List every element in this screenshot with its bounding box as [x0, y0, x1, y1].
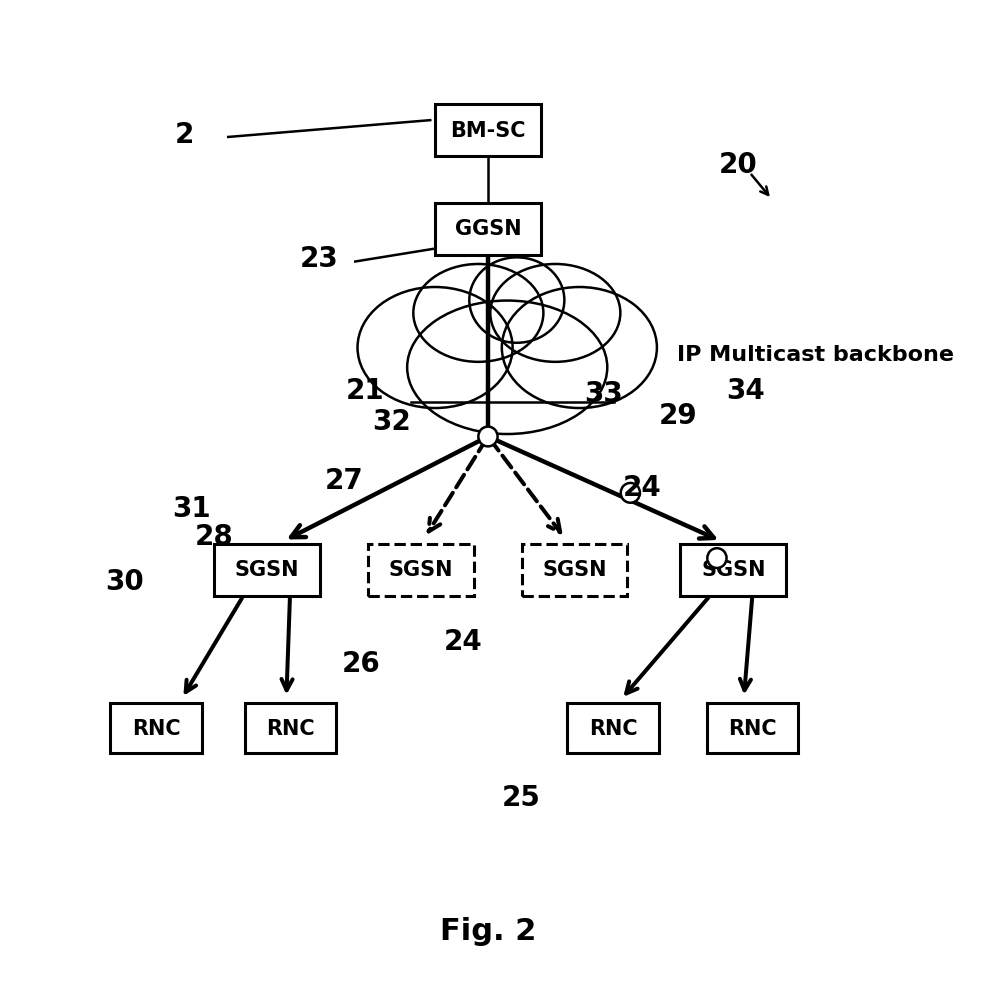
Text: 24: 24 [622, 474, 661, 502]
Text: Fig. 2: Fig. 2 [440, 917, 536, 945]
Circle shape [620, 483, 639, 503]
Text: RNC: RNC [727, 718, 777, 738]
FancyBboxPatch shape [680, 544, 786, 596]
FancyBboxPatch shape [435, 105, 541, 156]
Text: SGSN: SGSN [701, 560, 765, 580]
FancyBboxPatch shape [368, 544, 474, 596]
Text: 20: 20 [718, 151, 757, 179]
FancyBboxPatch shape [521, 544, 627, 596]
Text: 23: 23 [300, 244, 339, 273]
Ellipse shape [469, 258, 564, 343]
FancyBboxPatch shape [707, 703, 798, 753]
Circle shape [478, 427, 497, 447]
Text: 25: 25 [502, 784, 541, 812]
Text: SGSN: SGSN [388, 560, 453, 580]
Text: SGSN: SGSN [542, 560, 606, 580]
Text: 31: 31 [172, 495, 211, 523]
Text: 32: 32 [373, 408, 411, 436]
Text: 26: 26 [342, 650, 381, 678]
Text: SGSN: SGSN [234, 560, 299, 580]
Text: 21: 21 [345, 377, 384, 405]
FancyBboxPatch shape [110, 703, 201, 753]
Text: 28: 28 [194, 523, 233, 550]
Text: 27: 27 [324, 467, 363, 495]
FancyBboxPatch shape [435, 203, 541, 255]
Ellipse shape [501, 288, 657, 408]
FancyBboxPatch shape [214, 544, 319, 596]
Text: 30: 30 [105, 568, 144, 596]
FancyBboxPatch shape [385, 358, 648, 425]
Ellipse shape [407, 301, 606, 434]
Text: RNC: RNC [132, 718, 180, 738]
Text: RNC: RNC [267, 718, 315, 738]
Text: BM-SC: BM-SC [450, 120, 525, 140]
Text: 24: 24 [443, 627, 482, 655]
Circle shape [707, 548, 726, 568]
Ellipse shape [358, 288, 512, 408]
Ellipse shape [413, 265, 543, 362]
Ellipse shape [490, 265, 620, 362]
FancyBboxPatch shape [245, 703, 336, 753]
Text: 34: 34 [726, 377, 765, 405]
Text: GGSN: GGSN [455, 219, 521, 239]
Text: 29: 29 [659, 402, 698, 430]
Text: 2: 2 [175, 121, 194, 149]
FancyBboxPatch shape [567, 703, 658, 753]
Text: 33: 33 [584, 381, 622, 408]
Text: RNC: RNC [589, 718, 637, 738]
Text: IP Multicast backbone: IP Multicast backbone [676, 345, 953, 365]
